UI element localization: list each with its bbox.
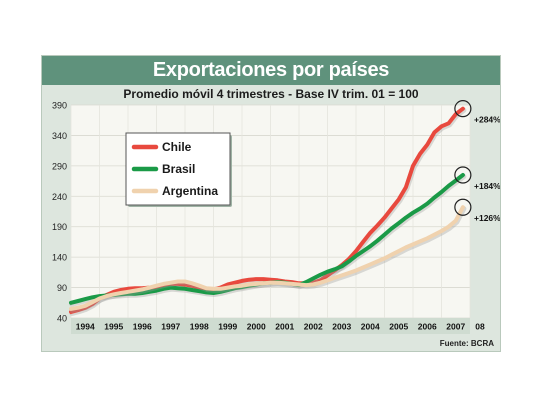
chart-subtitle: Promedio móvil 4 trimestres - Base IV tr…	[123, 87, 419, 101]
x-tick-label: 08	[475, 322, 485, 332]
series-line	[69, 106, 465, 314]
series-end-marker	[454, 198, 472, 216]
x-tick-label: 2001	[275, 322, 294, 332]
series-end-marker	[454, 166, 472, 184]
series-end-label: +126%	[474, 213, 500, 223]
series-end-label: +184%	[474, 181, 500, 191]
chart-title: Exportaciones por países	[42, 56, 500, 85]
y-tick-label: 240	[52, 192, 67, 202]
y-tick-label: 340	[52, 131, 67, 141]
y-tick-label: 140	[52, 253, 67, 263]
x-tick-label: 2004	[361, 322, 380, 332]
x-tick-label: 1996	[133, 322, 152, 332]
legend-label: Chile	[162, 140, 192, 154]
line-chart: 40 90 140 190 240 290 340 390 1994 1995 1996 1997 19…	[52, 100, 500, 334]
x-tick-label: 2006	[418, 322, 437, 332]
source-note: Fuente: BCRA	[439, 339, 494, 348]
y-tick-label: 390	[52, 101, 67, 111]
x-tick-label: 2005	[389, 322, 408, 332]
x-tick-label: 2000	[247, 322, 266, 332]
y-tick-label: 190	[52, 222, 67, 232]
x-tick-label: 2002	[304, 322, 323, 332]
legend: Chile Brasil Argentina	[125, 132, 232, 207]
series-line	[69, 205, 465, 311]
x-tick-label: 1997	[161, 322, 180, 332]
y-tick-label: 40	[57, 314, 67, 324]
legend-label: Argentina	[162, 184, 218, 198]
x-axis-strip	[71, 318, 470, 334]
x-tick-label: 1995	[104, 322, 123, 332]
series-end-label: +284%	[474, 115, 500, 125]
chart-figure: Exportaciones por países Promedio móvil …	[41, 55, 501, 352]
x-tick-label: 2003	[332, 322, 351, 332]
x-tick-label: 1999	[218, 322, 237, 332]
legend-label: Brasil	[162, 162, 195, 176]
y-tick-label: 90	[57, 283, 67, 293]
x-tick-label: 1994	[76, 322, 95, 332]
series-end-marker	[454, 100, 472, 118]
x-tick-label: 2007	[446, 322, 465, 332]
y-tick-label: 290	[52, 161, 67, 171]
x-tick-label: 1998	[190, 322, 209, 332]
